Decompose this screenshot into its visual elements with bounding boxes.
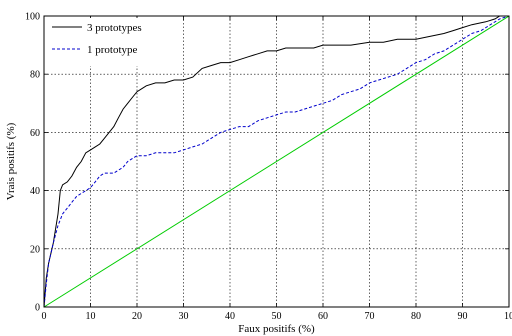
x-tick-label: 20 xyxy=(132,311,142,322)
x-axis-label: Faux positifs (%) xyxy=(238,323,315,335)
x-tick-label: 0 xyxy=(42,311,47,322)
series-line-3-prototypes xyxy=(43,15,509,308)
y-axis-label: Vrais positifs (%) xyxy=(5,122,17,200)
y-tick-label: 0 xyxy=(35,303,40,314)
x-tick-label: 90 xyxy=(458,311,468,322)
x-tick-label: 50 xyxy=(272,311,282,322)
legend-box xyxy=(47,18,157,66)
y-tick-label: 100 xyxy=(25,12,40,23)
x-tick-label: 40 xyxy=(225,311,235,322)
y-tick-label: 60 xyxy=(30,128,40,139)
x-tick-label: 80 xyxy=(411,311,421,322)
x-tick-label: 10 xyxy=(504,311,512,322)
plot-frame xyxy=(43,15,510,308)
x-tick-label: 10 xyxy=(86,311,96,322)
x-tick-label: 30 xyxy=(179,311,189,322)
series-line-1-prototype xyxy=(43,15,510,308)
y-tick-label: 20 xyxy=(30,244,40,255)
x-tick-label: 60 xyxy=(318,311,328,322)
legend-label: 1 prototype xyxy=(87,44,138,56)
series-line-diagonal xyxy=(43,15,510,308)
y-tick-label: 40 xyxy=(30,186,40,197)
y-tick-label: 80 xyxy=(30,70,40,81)
legend-label: 3 prototypes xyxy=(87,22,142,34)
x-tick-label: 70 xyxy=(365,311,375,322)
